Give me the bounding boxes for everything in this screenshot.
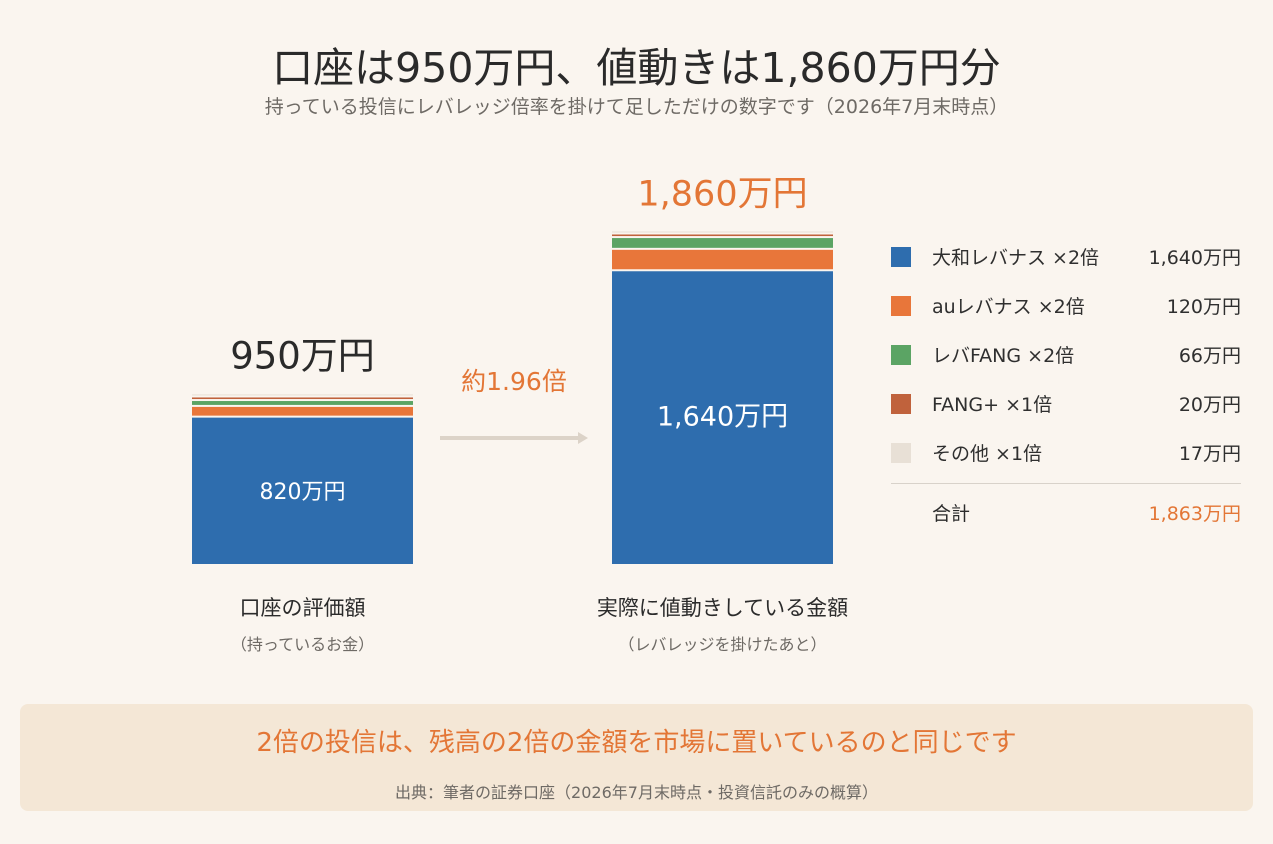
chart-subtitle: 持っている投信にレバレッジ倍率を掛けて足しただけの数字です（2026年7月末時点… [264,96,1009,118]
bar-segment-1-1 [192,417,413,564]
ratio-arrow-head [578,432,588,444]
legend: 大和レバナス ×2倍 1,640万円 auレバナス ×2倍 120万円レバFANG ×… [891,232,1241,532]
bar-segment-2-3 [612,238,833,248]
footer-message: 2倍の投信は、残高の2倍の金額を市場に置いているのと同じです [256,728,1017,758]
bar-inner-label-2: 1,640万円 [657,402,788,433]
legend-total-row: 合計 1,863万円 [891,492,1241,532]
bar-segment-1-4 [192,397,413,400]
footer-source: 出典：筆者の証券口座（2026年7月末時点・投資信託のみの概算） [395,783,878,802]
legend-total-value: 1,863万円 [1148,502,1241,525]
bar-segment-1-2 [192,406,413,416]
bar-total-label-1: 950万円 [230,334,375,377]
legend-separator [891,483,1241,484]
category-label-2: 実際に値動きしている金額 [597,596,848,620]
category-note-2: （レバレッジを掛けたあと） [618,635,826,654]
bar-segment-2-5 [612,231,833,233]
legend-label: レバFANG ×2倍 [932,345,1075,367]
legend-row: その他 ×1倍 17万円 [891,428,1241,477]
legend-row: auレバナス ×2倍 120万円 [891,281,1241,330]
legend-swatch [891,393,911,414]
legend-label: 大和レバナス ×2倍 [932,247,1100,269]
legend-value: 20万円 [1178,394,1241,416]
legend-swatch [891,344,911,365]
legend-row: FANG+ ×1倍 20万円 [891,379,1241,428]
chart-title: 口座は950万円、値動きは1,860万円分 [272,44,1001,92]
bar-segment-1-3 [192,401,413,405]
category-label-1: 口座の評価額 [240,596,366,620]
legend-row: 大和レバナス ×2倍 1,640万円 [891,232,1241,281]
legend-value: 1,640万円 [1148,247,1241,269]
bar-total-label-2: 1,860万円 [637,174,807,214]
bar-segment-2-4 [612,234,833,237]
legend-swatch [891,246,911,267]
category-note-1: （持っているお金） [231,635,374,654]
legend-value: 66万円 [1178,345,1241,367]
legend-value: 120万円 [1166,296,1241,318]
legend-row: レバFANG ×2倍 66万円 [891,330,1241,379]
legend-label: FANG+ ×1倍 [932,394,1053,416]
legend-total-label: 合計 [932,502,971,525]
bar-segment-1-5 [192,394,413,396]
ratio-label: 約1.96倍 [461,367,567,396]
bar-segment-2-2 [612,249,833,270]
footer-callout: 2倍の投信は、残高の2倍の金額を市場に置いているのと同じです 出典：筆者の証券口… [20,704,1253,811]
legend-swatch [891,295,911,316]
legend-label: その他 ×1倍 [932,443,1043,465]
legend-value: 17万円 [1178,443,1241,465]
bar-inner-label-1: 820万円 [260,480,346,505]
legend-label: auレバナス ×2倍 [932,296,1085,318]
bar-segment-2-1 [612,271,833,564]
legend-swatch [891,442,911,463]
